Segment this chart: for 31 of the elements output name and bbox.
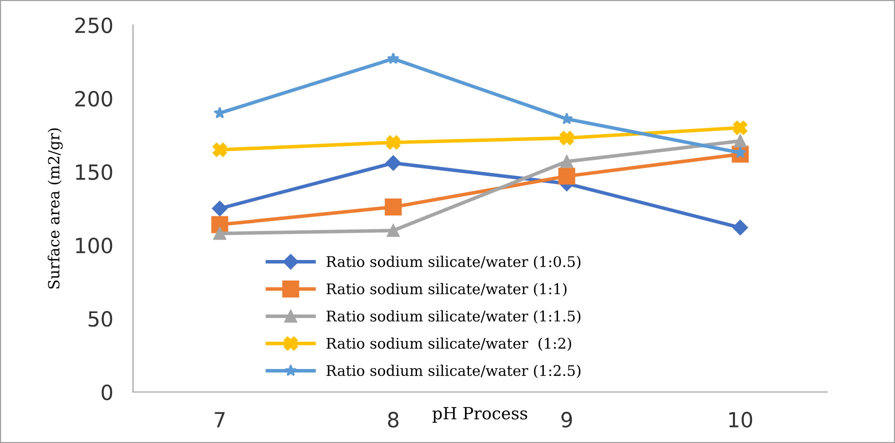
legend-label: Ratio sodium silicate/water (1:1.5) — [326, 310, 580, 324]
point — [560, 155, 574, 168]
point — [213, 227, 226, 240]
y-tick-label: 100 — [76, 238, 112, 254]
legend-label: Ratio sodium silicate/water (1:0.5) — [326, 256, 580, 270]
y-tick-label: 250 — [75, 17, 112, 34]
point — [732, 220, 748, 236]
legend-label: Ratio sodium silicate/water (1:1) — [326, 283, 566, 296]
y-tick-label: 200 — [75, 90, 112, 107]
y-tick-label: 50 — [88, 311, 112, 327]
point — [560, 130, 574, 146]
x-tick-label: 7 — [214, 412, 225, 428]
point — [386, 155, 401, 171]
x-tick-label: 9 — [561, 412, 572, 428]
point — [212, 200, 228, 216]
x-tick-label: 8 — [388, 412, 398, 428]
point — [212, 142, 227, 157]
point — [384, 198, 402, 216]
legend-label: Ratio sodium silicate/water (1:2.5) — [326, 364, 580, 378]
y-axis-title: Surface area (m2/gr) — [48, 128, 63, 289]
point — [734, 134, 747, 148]
point — [387, 52, 400, 64]
point — [733, 120, 748, 135]
y-tick-label: 150 — [76, 164, 112, 180]
y-tick-label: 0 — [102, 384, 112, 400]
point — [558, 168, 576, 185]
legend-label: Ratio sodium silicate/water (1:2) — [326, 338, 572, 351]
point — [386, 135, 400, 150]
point — [386, 224, 400, 237]
x-axis-title: pH Process — [432, 407, 528, 423]
x-tick-label: 10 — [729, 412, 752, 428]
